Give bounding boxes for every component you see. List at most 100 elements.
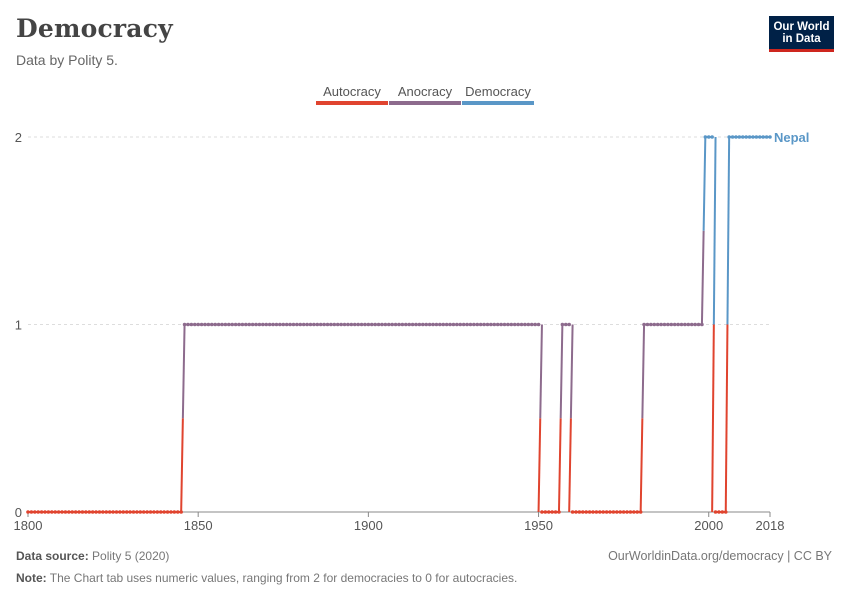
data-point [598, 510, 602, 514]
data-point [635, 510, 640, 514]
data-point [584, 510, 589, 514]
data-point [427, 322, 432, 327]
data-point [706, 135, 711, 139]
data-point [363, 322, 367, 327]
data-point [506, 322, 510, 327]
data-point [444, 322, 449, 327]
data-point [240, 322, 245, 327]
data-point [536, 322, 541, 327]
data-point [165, 510, 170, 514]
data-point [478, 322, 483, 327]
data-point [734, 135, 738, 139]
data-point [754, 135, 759, 139]
x-tick-label-1800: 1800 [14, 518, 43, 533]
data-point [254, 322, 258, 327]
data-point [29, 510, 34, 514]
data-point [376, 322, 381, 327]
data-point [383, 322, 388, 327]
data-point [209, 322, 214, 327]
data-point [227, 322, 231, 327]
data-point [642, 322, 646, 327]
data-point [489, 322, 493, 327]
data-point [764, 135, 769, 139]
data-point [553, 510, 558, 514]
data-point [332, 322, 337, 327]
data-point [216, 322, 221, 327]
series-labels: Nepal [774, 130, 809, 145]
data-point [97, 510, 102, 514]
data-point [417, 322, 422, 327]
data-point [604, 510, 609, 514]
data-point [574, 510, 578, 514]
data-point [250, 322, 255, 327]
data-point [516, 322, 520, 327]
data-point [175, 510, 180, 514]
data-point [305, 322, 309, 327]
series-transition-low [700, 230, 705, 325]
data-point [700, 322, 704, 327]
data-point [169, 510, 173, 514]
data-point [356, 322, 360, 327]
data-point [36, 510, 41, 514]
series-transition-low [724, 324, 729, 513]
chart-legend: Autocracy Anocracy Democracy [316, 84, 534, 105]
data-point [284, 322, 289, 327]
data-point [349, 322, 354, 327]
x-tick-label-1900: 1900 [354, 518, 383, 533]
data-point [271, 322, 275, 327]
data-point [199, 322, 204, 327]
data-point [424, 322, 429, 327]
data-point [655, 322, 660, 327]
series-transition-low [568, 418, 572, 513]
data-point [404, 322, 408, 327]
data-point [621, 510, 626, 514]
series-transition-low [711, 324, 715, 513]
data-point [152, 510, 156, 514]
data-point [400, 322, 405, 327]
data-point [580, 510, 585, 514]
data-point [672, 322, 677, 327]
data-point [155, 510, 160, 514]
data-point [461, 322, 466, 327]
data-point [703, 135, 708, 139]
series-transition-high [712, 136, 717, 325]
data-point [101, 510, 105, 514]
data-point [111, 510, 115, 514]
data-point [325, 322, 330, 327]
data-point [264, 322, 269, 327]
data-point [94, 510, 98, 514]
data-point [523, 322, 527, 327]
data-point [492, 322, 497, 327]
source-link[interactable]: OurWorldinData.org/democracy [608, 549, 784, 563]
legend-swatch-anocracy [389, 101, 461, 105]
data-point [757, 135, 762, 139]
data-point [60, 510, 64, 514]
data-point [587, 510, 592, 514]
data-point [713, 510, 718, 514]
data-point [39, 510, 44, 514]
data-point [261, 322, 265, 327]
data-point [421, 322, 425, 327]
data-point [441, 322, 446, 327]
data-point [455, 322, 459, 327]
note-label: Note: [16, 571, 47, 585]
y-tick-label-1: 1 [15, 318, 22, 333]
data-point [138, 510, 143, 514]
legend-swatch-autocracy [316, 101, 388, 105]
data-point [67, 510, 71, 514]
data-point [124, 510, 129, 514]
data-point [315, 322, 320, 327]
data-point [472, 322, 476, 327]
data-point [451, 322, 456, 327]
chart-note: Note: The Chart tab uses numeric values,… [16, 571, 517, 585]
series-transition-high [726, 136, 731, 325]
data-point [546, 510, 551, 514]
data-point [550, 510, 554, 514]
data-point [369, 322, 374, 327]
data-point [577, 510, 582, 514]
data-point [158, 510, 163, 514]
data-point [390, 322, 394, 327]
owid-logo[interactable]: Our World in Data [769, 16, 834, 52]
data-point [431, 322, 435, 327]
license-text: | CC BY [783, 549, 832, 563]
